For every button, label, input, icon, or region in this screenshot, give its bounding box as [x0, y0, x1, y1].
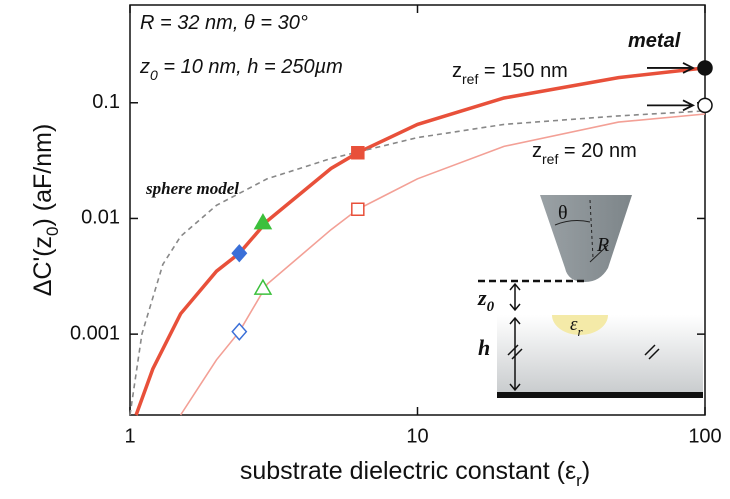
annotation: θ: [558, 202, 568, 224]
x-tick-label: 100: [688, 425, 721, 447]
y-axis-label-sub: 0: [43, 226, 62, 235]
annotation: z0: [477, 285, 495, 315]
annotation-part: z: [532, 140, 542, 162]
annotation: zref = 150 nm: [452, 60, 568, 86]
x-axis-label-part: ): [582, 457, 590, 485]
annotation-part: = 10 nm, h = 250µm: [158, 56, 343, 78]
annotation: sphere model: [145, 179, 239, 198]
annotation-part: = 150 nm: [478, 60, 568, 82]
annotation-part: θ: [558, 202, 568, 224]
x-axis-label: substrate dielectric constant (εr): [240, 457, 590, 490]
annotation-part: z: [477, 285, 487, 310]
annotation: h: [478, 335, 490, 360]
annotation-part: = 20 nm: [558, 140, 636, 162]
annotation-part: R = 32 nm, θ = 30°: [140, 12, 308, 34]
annotation: metal: [628, 30, 681, 52]
annotation: R: [596, 234, 609, 256]
arrow: [647, 100, 693, 110]
annotation-part: h: [478, 335, 490, 360]
y-axis-label-part: ΔC'(z: [29, 236, 57, 296]
annotation-part: sphere model: [145, 179, 239, 198]
annotation-sub: ref: [462, 71, 478, 87]
y-axis-label-part: ) (aF/nm): [29, 124, 57, 227]
x-tick-label: 1: [124, 425, 135, 447]
marker: [698, 98, 712, 112]
marker: [698, 61, 712, 75]
x-axis-label-part: substrate dielectric constant (ε: [240, 457, 576, 485]
z0-arrow: [510, 284, 520, 310]
annotation-part: z: [452, 60, 462, 82]
annotation-sub: 0: [487, 299, 495, 315]
y-tick-label: 0.01: [81, 207, 120, 229]
marker: [352, 203, 364, 215]
annotation: zref = 20 nm: [532, 140, 637, 166]
annotation: R = 32 nm, θ = 30°: [140, 12, 308, 34]
annotation-sub: ref: [542, 151, 558, 167]
annotation: z0 = 10 nm, h = 250µm: [139, 56, 343, 82]
annotation-part: R: [596, 234, 609, 256]
y-tick-label: 0.001: [70, 322, 120, 344]
substrate-base: [497, 392, 703, 398]
plot: 1 10 100 0.001 0.01 0.1 substrate dielectric c…: [29, 5, 722, 490]
y-axis-label: ΔC'(z0) (aF/nm): [29, 124, 62, 297]
chart: 1 10 100 0.001 0.01 0.1 substrate dielectric c…: [0, 0, 730, 499]
x-tick-label: 10: [406, 425, 428, 447]
inset-diagram: [478, 195, 703, 398]
tip: [540, 195, 632, 282]
marker: [352, 147, 364, 159]
annotation-part: metal: [628, 30, 681, 52]
annotation-part: z: [139, 56, 150, 78]
annotation-sub: 0: [150, 67, 158, 83]
y-tick-label: 0.1: [92, 91, 120, 113]
